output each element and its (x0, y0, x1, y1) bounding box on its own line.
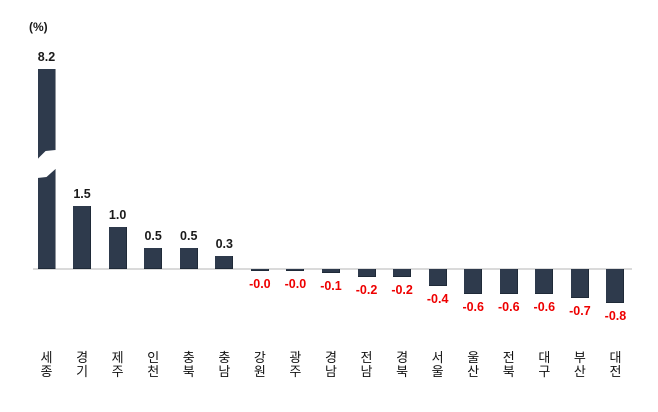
value-label-충북: 0.5 (180, 229, 198, 243)
value-label-전남: -0.2 (355, 283, 378, 298)
value-label-경북: -0.2 (391, 283, 413, 298)
bar-부산 (570, 269, 589, 299)
bar-대전 (606, 269, 625, 303)
value-label-부산: -0.7 (569, 304, 591, 319)
bar-충남 (215, 256, 234, 269)
value-label-대구: -0.6 (533, 300, 556, 315)
bar-경북 (393, 269, 412, 278)
unit-label: (%) (29, 20, 48, 34)
bar-인천 (144, 248, 163, 269)
bar-강원 (250, 269, 269, 271)
value-label-경기: 1.5 (73, 187, 91, 201)
bar-광주 (286, 269, 305, 271)
value-label-울산: -0.6 (462, 300, 484, 315)
bar-서울 (428, 269, 447, 286)
bar-제주 (108, 227, 127, 269)
value-label-광주: -0.0 (284, 277, 307, 291)
bar-경기 (73, 206, 92, 269)
bar-전남 (357, 269, 376, 278)
value-label-서울: -0.4 (426, 291, 449, 306)
bar-울산 (464, 269, 483, 295)
value-label-충남: 0.3 (215, 237, 233, 252)
bar-대구 (535, 269, 554, 295)
bar-충북 (179, 248, 198, 269)
value-label-대전: -0.8 (604, 308, 627, 323)
value-label-경남: -0.1 (320, 279, 342, 294)
bar-경남 (321, 269, 340, 274)
value-label-강원: -0.0 (249, 277, 271, 291)
value-label-제주: 1.0 (108, 208, 127, 222)
bar-전북 (499, 269, 518, 295)
value-label-세종: 8.2 (37, 50, 56, 64)
bar-세종 (38, 69, 56, 159)
value-label-전북: -0.6 (497, 300, 520, 315)
bar-세종 (37, 169, 56, 269)
value-label-인천: 0.5 (144, 229, 162, 243)
